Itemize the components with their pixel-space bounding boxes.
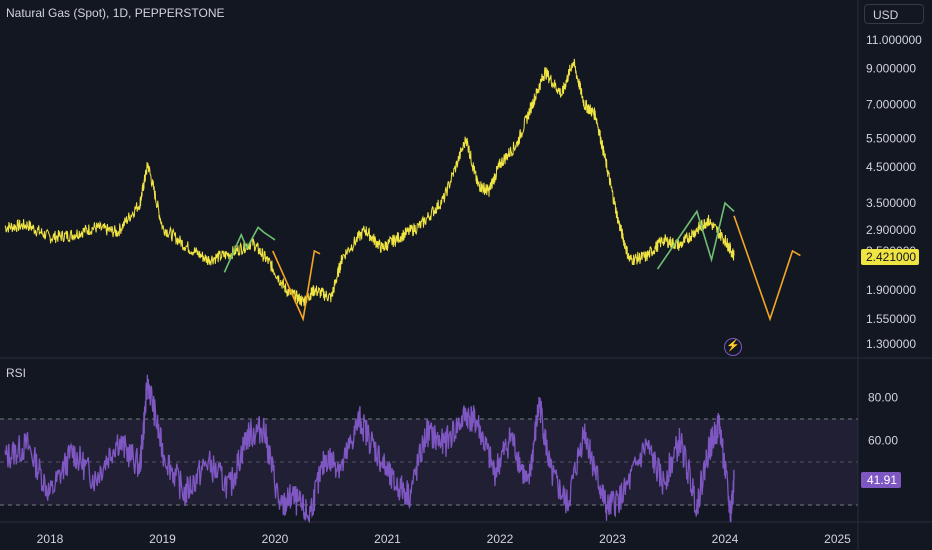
pattern-orange-3 [733, 215, 801, 322]
pattern-green-0 [223, 226, 276, 273]
time-tick-label: 2024 [712, 532, 739, 546]
price-line [4, 58, 735, 307]
price-series [4, 58, 735, 307]
time-tick-label: 2021 [374, 532, 401, 546]
time-tick-label: 2020 [262, 532, 289, 546]
price-tick-label: 3.500000 [866, 196, 916, 210]
rsi-line [4, 374, 735, 524]
price-tick-label: 1.900000 [866, 283, 916, 297]
lightning-icon[interactable]: ⚡ [724, 338, 742, 356]
rsi-pane-label[interactable]: RSI [6, 366, 27, 380]
time-tick-label: 2019 [149, 532, 176, 546]
price-tick-label: 7.000000 [866, 97, 916, 111]
time-tick-label: 2018 [37, 532, 64, 546]
pattern-drawings[interactable] [223, 201, 801, 322]
time-tick-label: 2022 [487, 532, 514, 546]
last-price-label: 2.421000 [861, 249, 919, 265]
price-tick-label: 11.000000 [866, 33, 922, 47]
price-tick-label: 5.500000 [866, 132, 916, 146]
rsi-axis-ticks: 80.00 60.00 [868, 391, 898, 448]
price-tick-label: 4.500000 [866, 160, 916, 174]
rsi-tick-label: 80.00 [868, 391, 898, 405]
time-tick-label: 2023 [599, 532, 626, 546]
currency-button[interactable]: USD [864, 4, 924, 24]
rsi-value-label: 41.91 [861, 472, 901, 488]
price-tick-label: 9.000000 [866, 62, 916, 76]
rsi-series [4, 374, 735, 524]
pattern-orange-1 [272, 249, 321, 322]
time-tick-label: 2025 [824, 532, 851, 546]
price-tick-label: 2.900000 [866, 223, 916, 237]
price-tick-label: 1.550000 [866, 312, 916, 326]
chart-title[interactable]: Natural Gas (Spot), 1D, PEPPERSTONE [6, 6, 225, 20]
rsi-tick-label: 60.00 [868, 434, 898, 448]
price-tick-label: 1.300000 [866, 337, 916, 351]
price-axis-ticks[interactable]: 11.000000 9.000000 7.000000 5.500000 4.50000… [866, 33, 922, 351]
time-axis-ticks[interactable]: 2018 2019 2020 2021 2022 2023 2024 2025 [37, 532, 852, 546]
pattern-green-2 [656, 201, 735, 270]
